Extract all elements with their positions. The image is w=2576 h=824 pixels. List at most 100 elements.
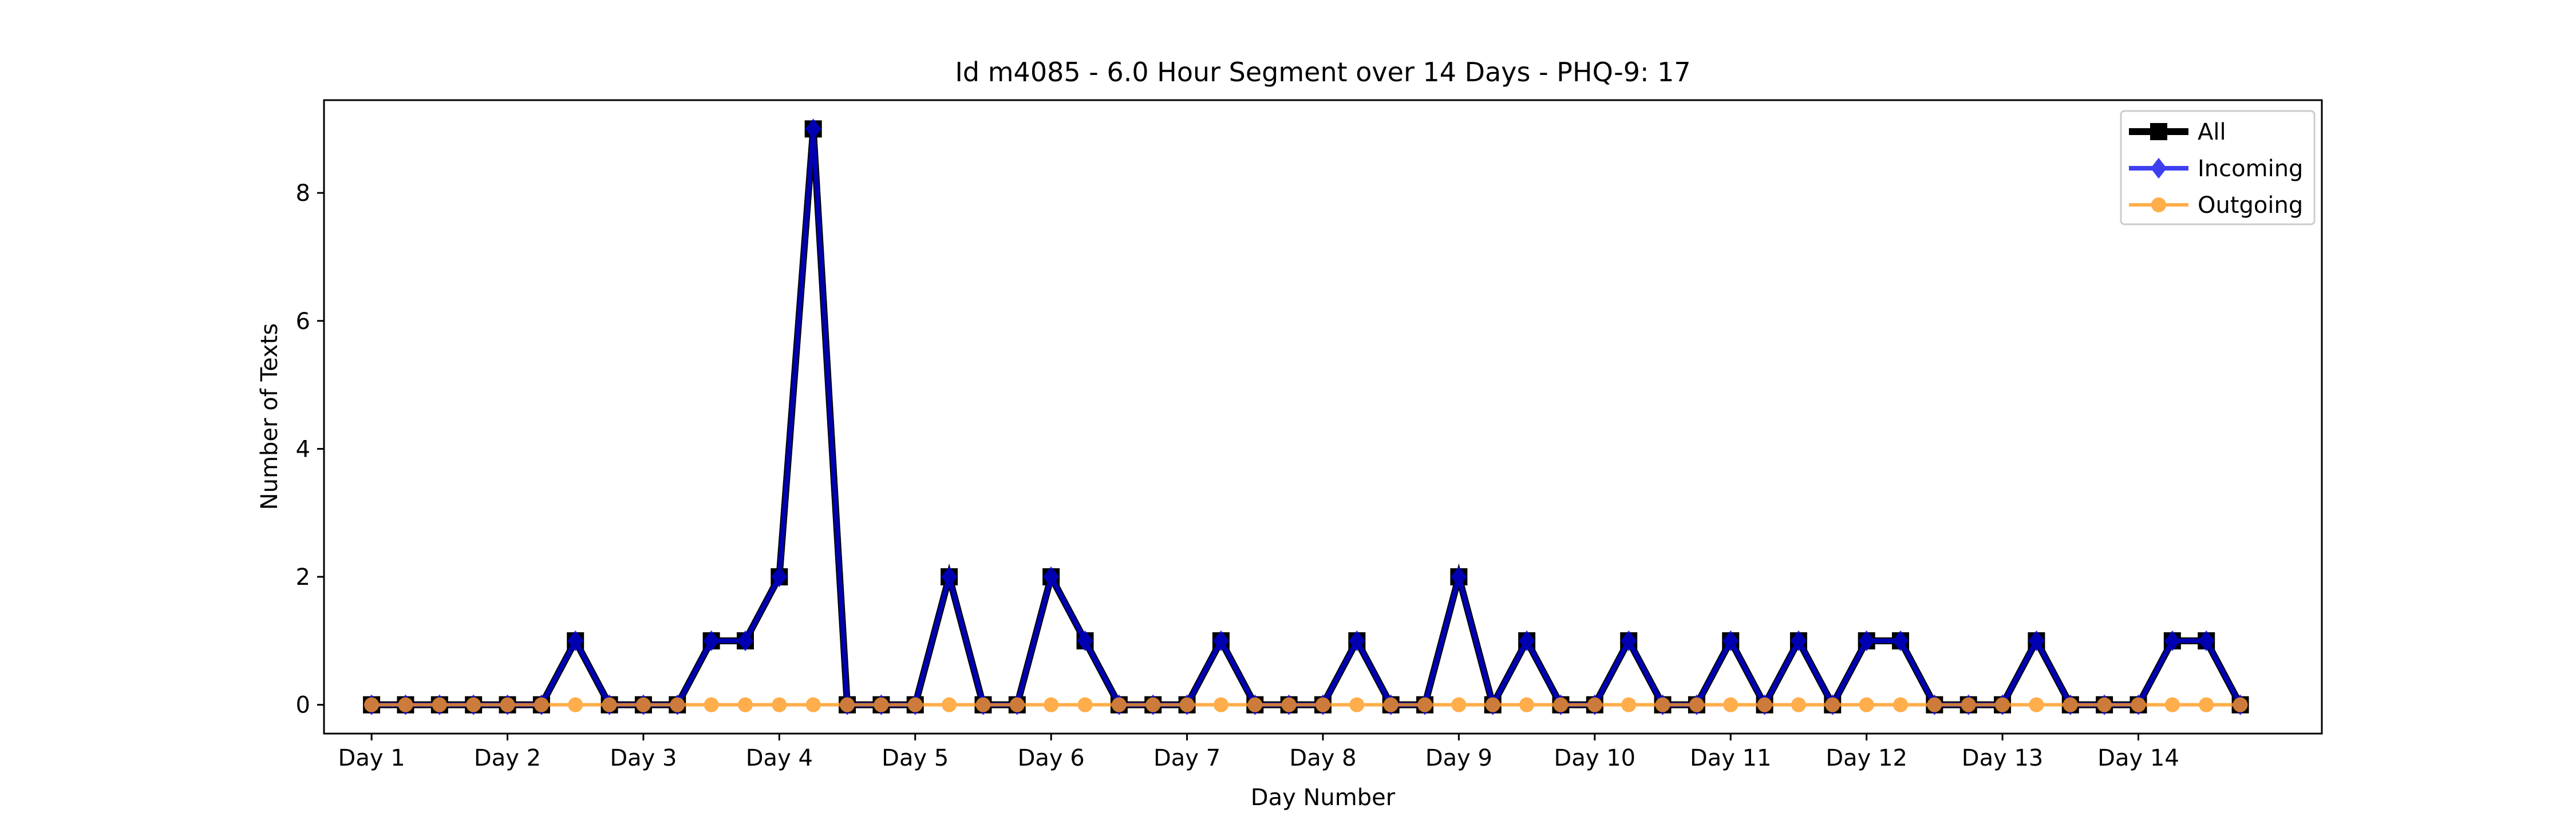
data-point-outgoing	[1995, 697, 2010, 712]
data-point-outgoing	[1349, 697, 1365, 712]
x-tick-label: Day 4	[746, 745, 813, 771]
legend-entry	[2129, 123, 2188, 140]
series-layer	[363, 118, 2249, 715]
y-axis-label: Number of Texts	[256, 323, 283, 510]
data-point-outgoing	[1519, 697, 1535, 712]
data-point-outgoing	[1553, 697, 1568, 712]
data-point-outgoing	[2097, 697, 2112, 712]
x-tick-label: Day 6	[1018, 745, 1085, 771]
x-axis: Day 1 Day 2 Day 3 Day 4 Day 5 Day 6 Day 7 Day 8…	[338, 734, 2179, 771]
data-point-outgoing	[975, 697, 991, 712]
legend-marker	[2150, 123, 2167, 140]
data-point-outgoing	[1723, 697, 1739, 712]
data-point-outgoing	[1111, 697, 1127, 712]
x-tick-label: Day 2	[474, 745, 541, 771]
plot-background	[324, 100, 2322, 734]
data-point-outgoing	[1655, 697, 1670, 712]
data-point-outgoing	[2164, 697, 2180, 712]
x-tick-label: Day 12	[1826, 745, 1907, 771]
data-point-incoming	[567, 630, 584, 652]
data-point-outgoing	[1893, 697, 1909, 712]
data-point-outgoing	[1383, 697, 1398, 712]
data-point-outgoing	[2131, 697, 2146, 712]
data-point-incoming	[1858, 630, 1875, 652]
data-point-outgoing	[1179, 697, 1195, 712]
data-point-outgoing	[2233, 697, 2248, 712]
data-point-outgoing	[2063, 697, 2078, 712]
data-point-outgoing	[466, 697, 481, 712]
x-tick-label: Day 14	[2097, 745, 2179, 771]
data-point-incoming	[1212, 630, 1229, 652]
data-point-outgoing	[1281, 697, 1297, 712]
legend-marker	[2151, 197, 2166, 212]
x-tick-label: Day 13	[1962, 745, 2044, 771]
y-axis: 0 2 4 6 8	[296, 180, 324, 719]
data-point-incoming	[703, 630, 720, 652]
plot-area	[323, 99, 2323, 735]
data-point-outgoing	[1077, 697, 1093, 712]
legend-label: All	[2198, 119, 2226, 145]
legend-frame	[2120, 110, 2316, 225]
data-point-incoming	[1349, 630, 1365, 652]
y-tick-label: 4	[296, 436, 310, 462]
data-point-outgoing	[534, 697, 549, 712]
x-tick-label: Day 7	[1153, 745, 1220, 771]
data-point-outgoing	[398, 697, 413, 712]
legend-marker	[2151, 157, 2167, 179]
data-point-incoming	[2164, 630, 2180, 652]
data-point-incoming	[1519, 630, 1535, 652]
data-point-outgoing	[1213, 697, 1228, 712]
data-point-outgoing	[1009, 697, 1025, 712]
data-point-incoming	[941, 566, 958, 588]
legend-entry	[2129, 197, 2188, 212]
x-tick-label: Day 3	[610, 745, 677, 771]
data-point-outgoing	[1417, 697, 1433, 712]
data-point-outgoing	[772, 697, 787, 712]
legend-label: Outgoing	[2198, 192, 2303, 219]
x-tick-label: Day 1	[338, 745, 405, 771]
data-point-outgoing	[1621, 697, 1637, 712]
data-point-incoming	[1893, 630, 1909, 652]
data-point-outgoing	[500, 697, 515, 712]
x-axis-label: Day Number	[1251, 785, 1396, 811]
data-point-incoming	[1451, 566, 1467, 588]
data-point-incoming	[1043, 566, 1060, 588]
data-point-outgoing	[737, 697, 753, 712]
data-point-outgoing	[907, 697, 923, 712]
data-point-outgoing	[1791, 697, 1806, 712]
legend-label: Incoming	[2198, 156, 2303, 182]
series-outgoing	[364, 697, 2248, 712]
data-point-outgoing	[2199, 697, 2214, 712]
legend: All Incoming Outgoing	[2120, 110, 2316, 225]
data-point-outgoing	[840, 697, 855, 712]
data-point-outgoing	[1485, 697, 1500, 712]
data-point-incoming	[2028, 630, 2045, 652]
legend-entry	[2129, 157, 2188, 179]
data-point-outgoing	[1315, 697, 1330, 712]
data-point-incoming	[1790, 630, 1807, 652]
x-tick-label: Day 10	[1554, 745, 1636, 771]
data-point-outgoing	[568, 697, 583, 712]
y-tick-label: 2	[296, 564, 310, 591]
chart-title: Id m4085 - 6.0 Hour Segment over 14 Days…	[955, 57, 1690, 88]
data-point-outgoing	[364, 697, 380, 712]
data-point-outgoing	[1451, 697, 1467, 712]
data-point-outgoing	[1044, 697, 1059, 712]
y-tick-label: 6	[296, 308, 310, 335]
x-tick-label: Day 8	[1289, 745, 1356, 771]
data-point-outgoing	[602, 697, 617, 712]
y-tick-label: 0	[296, 692, 310, 719]
data-point-outgoing	[1825, 697, 1840, 712]
x-tick-label: Day 5	[882, 745, 949, 771]
data-point-outgoing	[635, 697, 651, 712]
x-tick-label: Day 11	[1690, 745, 1772, 771]
data-point-outgoing	[2029, 697, 2044, 712]
data-point-outgoing	[670, 697, 685, 712]
data-point-incoming	[1722, 630, 1739, 652]
data-point-outgoing	[1689, 697, 1704, 712]
data-point-incoming	[805, 118, 821, 140]
data-point-outgoing	[1247, 697, 1263, 712]
data-point-outgoing	[1927, 697, 1942, 712]
data-point-incoming	[1077, 630, 1093, 652]
